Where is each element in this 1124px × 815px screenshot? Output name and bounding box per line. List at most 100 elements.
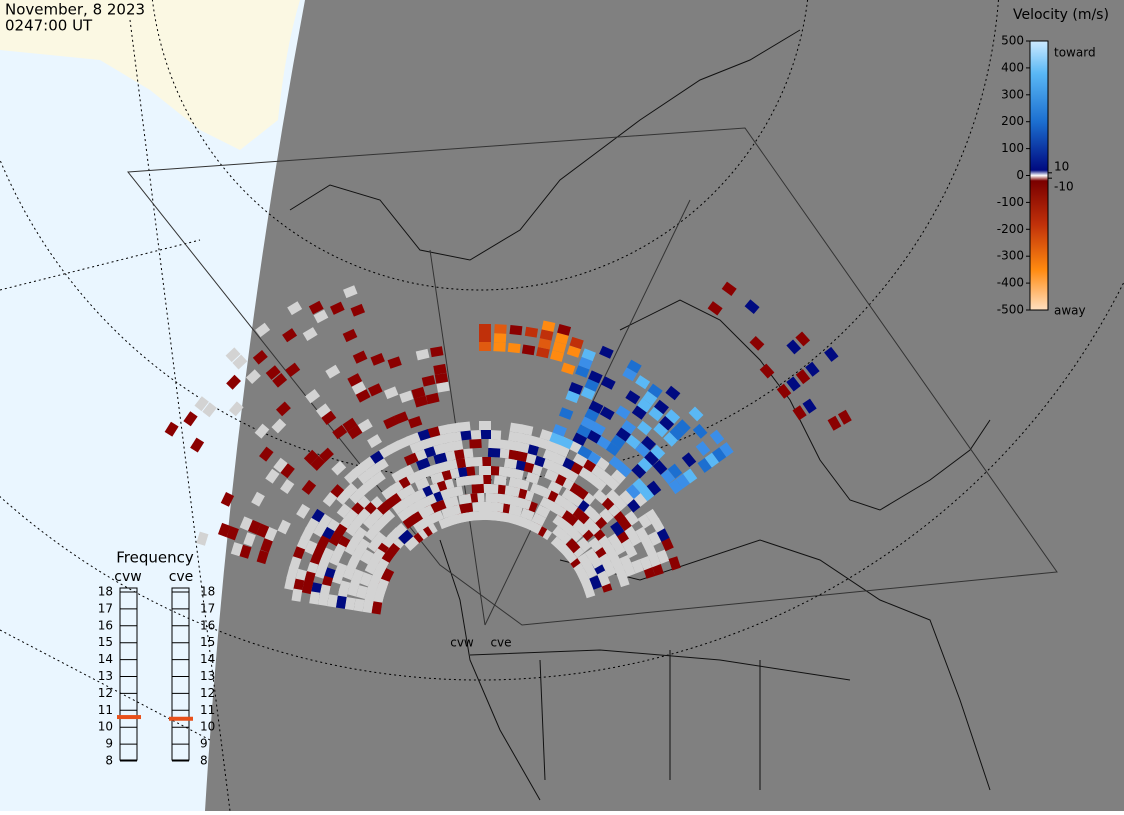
radar-cell [552,525,568,541]
radar-cell [605,489,621,505]
land [0,0,300,150]
radar-cell [660,469,676,485]
radar-cell [625,434,641,450]
radar-cell [688,406,704,422]
radar-cell [584,548,599,564]
radar-cell [561,488,577,503]
time: 0247:00 UT [5,17,93,35]
radar-cell [488,429,502,440]
frequency-label: 13 [98,669,113,683]
radar-cell [625,390,641,405]
radar-cell [837,409,852,425]
radar-cell [580,416,596,430]
radar-cell [565,538,581,554]
radar-name: cve [169,569,194,585]
radar-cell [383,415,398,430]
radar-cell [641,435,657,451]
radar-cell [704,452,720,468]
radar-cell [321,410,337,426]
radar-cell [572,453,588,467]
radar-cell [349,489,365,505]
radar-cell [289,556,302,571]
radar-cell [550,536,566,552]
radar-cell [381,485,397,500]
radar-cell [588,370,603,384]
colorbar [1029,40,1049,311]
radar-cell [619,554,633,570]
radar-cell [194,396,209,412]
radar-cell [285,362,301,378]
radar-cell [580,386,596,401]
radar-cell [399,390,414,403]
radar-cell [352,350,368,364]
radar-cell [415,457,431,471]
frequency-marker [169,716,193,721]
radar-cell [259,446,274,462]
radar-cell [539,429,554,442]
radar-cell [436,381,450,393]
radar-cell [441,506,456,519]
radar-cell [669,425,685,441]
radar-cell [607,533,622,549]
radar-cell [637,398,653,413]
radar-cell [202,402,217,418]
radar-cell [313,522,327,538]
radar-cell [575,365,590,378]
radar-cell [345,521,360,537]
radar-cell [494,324,507,334]
radar-site-label: cve [490,636,511,650]
radar-cell [588,537,603,553]
radar-cell [503,458,518,469]
radar-cell [610,521,625,537]
radar-cell [631,463,647,479]
radar-cell [552,424,567,437]
radar-cell [371,601,383,615]
radar-cell [719,442,734,458]
frequency-label: 10 [98,720,113,734]
radar-cell [569,336,584,350]
radar-cell [328,531,343,547]
radar-cell [264,526,278,542]
radar-cell [652,459,668,475]
radar-cell [639,555,653,571]
radar-cell [280,463,295,479]
frequency-label: 11 [200,703,215,717]
radar-cell [220,492,235,507]
radar-cell [252,349,268,365]
radar-cell [508,477,523,489]
radar-cell [776,383,792,399]
radar-cell [367,537,382,553]
radar-cell [364,525,380,541]
radar-cell [547,480,563,495]
radar-cell [759,363,775,379]
radar-cell [308,300,324,315]
radar-cell [692,423,708,439]
radar-cell [592,489,608,505]
radar-cell [635,375,651,390]
radar-cell [625,484,641,500]
radar-cell [397,507,413,522]
radar-cell [608,455,624,471]
colorbar-tick-label: -500 [997,303,1024,317]
radar-cell [347,582,360,597]
frequency-label: 16 [98,618,113,632]
radar-cell [411,386,426,399]
colorbar-tick-label: -100 [997,195,1024,209]
radar-cell [507,342,521,354]
colorbar-tick-label: 500 [1001,34,1024,48]
radar-cell [271,418,287,434]
radar-cell [226,525,239,541]
radar-cell [631,405,647,420]
radar-cell [552,514,568,529]
colorbar-tick-label: 10 [1054,159,1069,173]
radar-cell [251,491,265,507]
frequency-label: 14 [98,652,113,666]
radar-cell [471,483,485,494]
frequency-label: 15 [98,635,113,649]
radar-cell [568,382,584,395]
radar-cell [284,576,296,591]
radar-cell [539,329,554,341]
radar-cell [488,438,501,449]
radar-cell [247,519,261,535]
